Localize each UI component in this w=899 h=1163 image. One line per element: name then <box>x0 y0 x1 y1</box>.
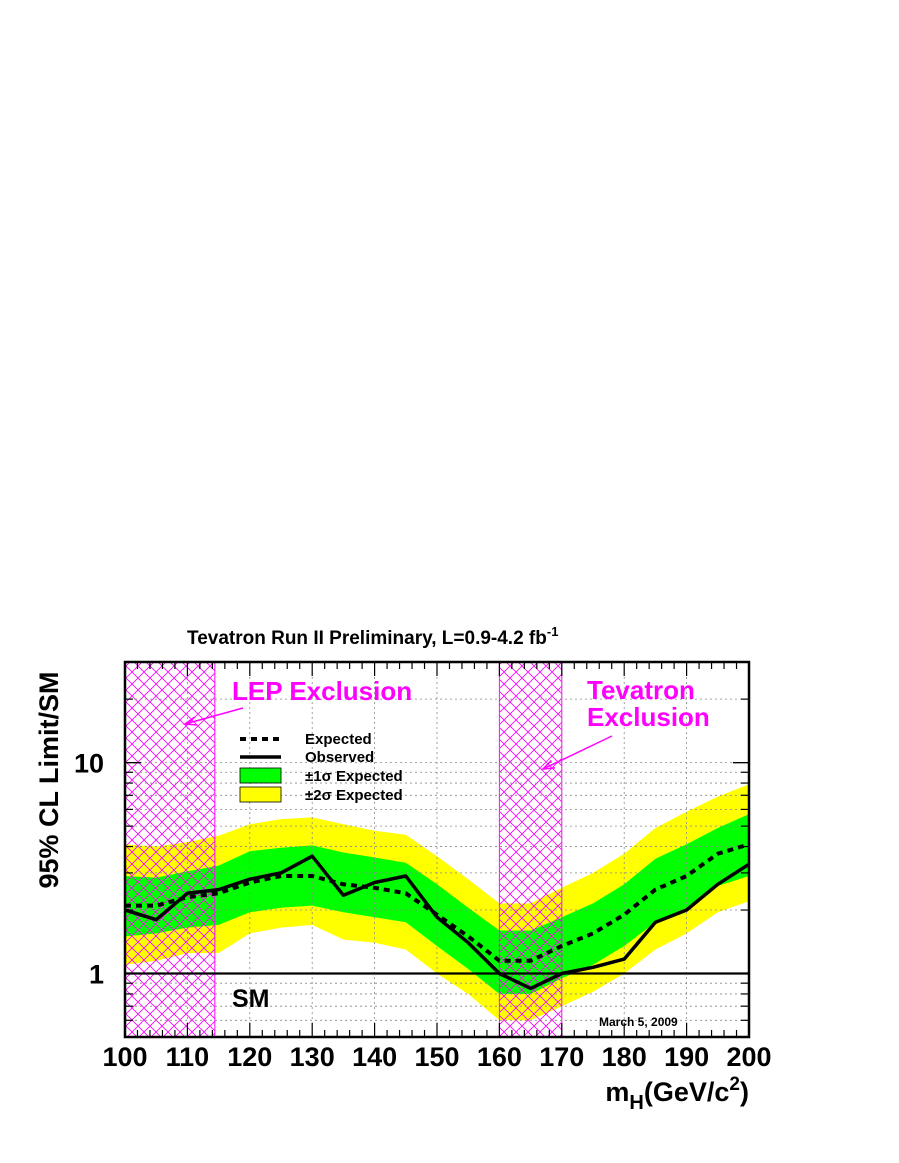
x-tick-label: 130 <box>290 1042 335 1072</box>
y-tick-label: 10 <box>74 749 104 779</box>
band-1sigma <box>125 814 749 994</box>
x-tick-label: 110 <box>166 1042 210 1072</box>
chart-title-superscript: -1 <box>547 624 559 639</box>
x-tick-label: 150 <box>414 1042 459 1072</box>
x-axis-title-rest: (GeV/c <box>644 1077 730 1107</box>
date-label: March 5, 2009 <box>599 1015 678 1029</box>
lep-exclusion-arrow-head <box>182 716 198 726</box>
tevatron-exclusion-label-line: Exclusion <box>587 702 710 732</box>
legend-label-3: ±2σ Expected <box>305 787 403 804</box>
x-tick-label: 100 <box>102 1042 147 1072</box>
x-tick-label: 120 <box>227 1042 272 1072</box>
tevatron-exclusion-label-line: Tevatron <box>587 675 695 705</box>
plot-frame <box>123 660 751 1039</box>
legend-swatch-band-3 <box>239 786 282 803</box>
tevatron-exclusion-arrow <box>542 735 613 770</box>
lep-exclusion-label: LEP Exclusion <box>232 676 412 706</box>
tevatron-exclusion-label: Tevatron Exclusion <box>587 675 710 732</box>
x-tick-label: 160 <box>477 1042 522 1072</box>
exclusion-region-0 <box>125 662 215 1037</box>
chart-title: Tevatron Run II Preliminary, L=0.9-4.2 f… <box>187 624 558 649</box>
x-axis-title-close: ) <box>740 1077 749 1107</box>
x-axis-title-subscript: H <box>629 1092 643 1114</box>
observed-line <box>125 854 749 991</box>
x-axis-title-main: m <box>605 1077 629 1107</box>
tevatron-exclusion-arrow-head <box>541 759 556 770</box>
x-tick-label: 170 <box>539 1042 584 1072</box>
chart-title-text: Tevatron Run II Preliminary, L=0.9-4.2 f… <box>187 628 547 649</box>
y-tick-label: 1 <box>89 960 104 990</box>
x-axis-title: mH(GeV/c2) <box>605 1074 749 1114</box>
x-tick-label: 190 <box>664 1042 709 1072</box>
legend-swatch-band-2 <box>239 767 282 784</box>
legend-label-1: Observed <box>305 749 374 766</box>
x-tick-label: 140 <box>352 1042 397 1072</box>
legend-label-0: Expected <box>305 731 372 748</box>
x-tick-label: 180 <box>602 1042 647 1072</box>
x-axis-title-superscript: 2 <box>729 1074 740 1095</box>
lep-exclusion-arrow <box>184 707 244 725</box>
legend-label-2: ±1σ Expected <box>305 768 403 785</box>
sm-label: SM <box>232 985 270 1013</box>
x-tick-label: 200 <box>726 1042 771 1072</box>
y-axis-title: 95% CL Limit/SM <box>34 671 64 888</box>
exclusion-region-1 <box>499 662 562 1037</box>
